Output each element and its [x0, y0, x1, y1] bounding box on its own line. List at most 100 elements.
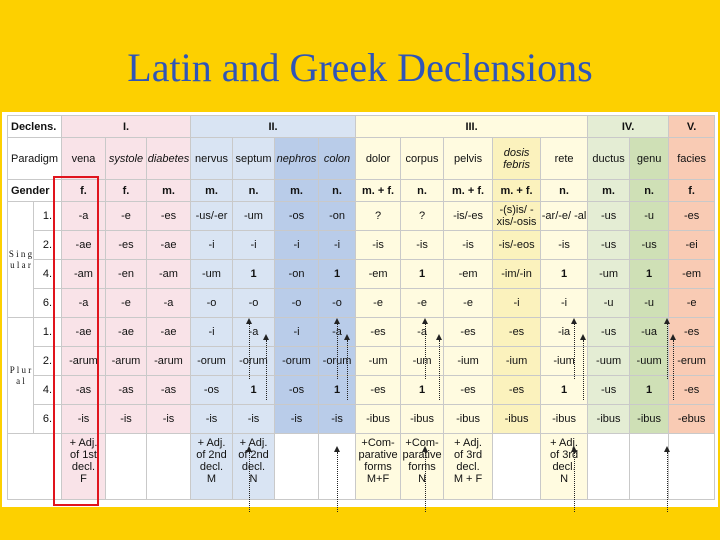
adjective-note: + Adj. of 1st decl. F: [61, 433, 106, 500]
ending-cell: -a: [232, 317, 275, 347]
ending-cell: -es: [668, 201, 716, 231]
case-row: P l u r a l 1. -ae -ae -ae -i -a -i -a -es -a -es -e…: [7, 317, 716, 434]
ending-cell: -es: [492, 317, 542, 347]
adjective-label-spacer: [7, 433, 62, 500]
ending-cell: 1: [629, 259, 670, 289]
ending-cell: -e: [668, 288, 716, 318]
adjective-note: +Com- parative forms N: [400, 433, 445, 500]
ending-cell: -is: [400, 230, 445, 260]
paradigm-cell: colon: [317, 137, 357, 180]
ending-cell: -a: [317, 317, 357, 347]
paradigm-cell: nervus: [190, 137, 233, 180]
ending-cell: ?: [355, 201, 402, 231]
ending-cell: -is: [274, 404, 319, 434]
decl-3-header: III.: [355, 115, 589, 138]
ending-cell: -i: [540, 288, 589, 318]
case-number: 4.: [33, 375, 62, 405]
gender-row: Gender f. f. m. m. n. m. n. m. + f. n. m…: [7, 179, 716, 202]
ending-cell: -en: [105, 259, 147, 289]
ending-cell: -arum: [105, 346, 147, 376]
ending-cell: -es: [443, 375, 494, 405]
ending-cell: -e: [400, 288, 445, 318]
ending-cell: -o: [190, 288, 233, 318]
ending-cell: -es: [146, 201, 191, 231]
ending-cell: -is: [317, 404, 357, 434]
ending-cell: -ibus: [629, 404, 670, 434]
ending-cell: -is/-es: [443, 201, 494, 231]
gender-cell: f.: [105, 179, 147, 202]
ending-cell: -ibus: [443, 404, 494, 434]
ending-cell: 1: [540, 259, 589, 289]
ending-cell: -es: [355, 375, 402, 405]
gender-cell: m.: [587, 179, 631, 202]
ending-cell: -o: [232, 288, 275, 318]
paradigm-cell: corpus: [400, 137, 445, 180]
plural-label: P l u r a l: [7, 317, 34, 434]
ending-cell: -i: [232, 230, 275, 260]
ending-cell: -ae: [146, 230, 191, 260]
ending-cell: -is: [232, 404, 275, 434]
ending-cell: -is: [61, 404, 106, 434]
case-row: S i n g u l a r 1. -a -e -es -us/-er -um -os -on…: [7, 201, 716, 318]
case-number: 2.: [33, 230, 62, 260]
ending-cell: -a: [400, 317, 445, 347]
ending-cell: -os: [190, 375, 233, 405]
ending-cell: 1: [232, 259, 275, 289]
case-number: 2.: [33, 346, 62, 376]
ending-cell: -e: [355, 288, 402, 318]
ending-cell: -on: [317, 201, 357, 231]
ending-cell: -ia: [540, 317, 589, 347]
gender-cell: n.: [317, 179, 357, 202]
ending-cell: -us: [587, 230, 631, 260]
ending-cell: -e: [105, 288, 147, 318]
case-row: 4. -am -en -am -um 1 -on 1 -em 1 -em -im/-in 1 -um 1 -e…: [8, 259, 716, 289]
ending-cell: -i: [274, 230, 319, 260]
ending-cell: -um: [355, 346, 402, 376]
ending-cell: -es: [668, 375, 716, 405]
paradigm-cell: dosis febris: [492, 137, 542, 180]
case-rows: S i n g u l a r 1. -a -e -es -us/-er -um -os -on…: [7, 201, 716, 434]
ending-cell: -um: [400, 346, 445, 376]
ending-cell: -a: [61, 201, 106, 231]
ending-cell: -es: [668, 317, 716, 347]
paradigm-cell: pelvis: [443, 137, 494, 180]
gender-cell: m. + f.: [492, 179, 542, 202]
case-number: 6.: [33, 288, 62, 318]
decl-4-header: IV.: [587, 115, 670, 138]
declension-table: Declens. I. II. III. IV. V. Paradigm ven…: [7, 115, 716, 500]
decl-2-header: II.: [189, 115, 357, 138]
ending-cell: -uum: [587, 346, 631, 376]
ending-cell: -o: [317, 288, 357, 318]
ending-cell: 1: [317, 259, 357, 289]
ending-cell: -us: [587, 375, 631, 405]
ending-cell: 1: [400, 375, 445, 405]
ending-cell: ?: [400, 201, 445, 231]
ending-cell: -ibus: [540, 404, 589, 434]
adjective-row: + Adj. of 1st decl. F + Adj. of 2nd decl…: [7, 433, 716, 500]
ending-cell: -os: [274, 375, 319, 405]
gender-cell: n.: [540, 179, 589, 202]
ending-cell: -im/-in: [492, 259, 542, 289]
ending-cell: -us: [587, 201, 631, 231]
ending-cell: -uum: [629, 346, 670, 376]
ending-cell: -orum: [190, 346, 233, 376]
ending-cell: 1: [629, 375, 670, 405]
ending-cell: -on: [274, 259, 319, 289]
ending-cell: -ae: [146, 317, 191, 347]
ending-cell: -ibus: [400, 404, 445, 434]
ending-cell: -ae: [105, 317, 147, 347]
ending-cell: -em: [668, 259, 716, 289]
gender-cell: n.: [232, 179, 275, 202]
paradigm-row: Paradigm vena systole diabetes nervus se…: [7, 137, 716, 180]
ending-cell: -i: [317, 230, 357, 260]
ending-cell: -arum: [146, 346, 191, 376]
ending-cell: -is: [443, 230, 494, 260]
case-number: 4.: [33, 259, 62, 289]
ending-cell: -em: [355, 259, 402, 289]
ending-cell: 1: [540, 375, 589, 405]
ending-cell: -ebus: [668, 404, 716, 434]
ending-cell: -os: [274, 201, 319, 231]
adjective-note: + Adj. of 2nd decl. N: [232, 433, 275, 500]
ending-cell: -ibus: [492, 404, 542, 434]
ending-cell: -arum: [61, 346, 106, 376]
